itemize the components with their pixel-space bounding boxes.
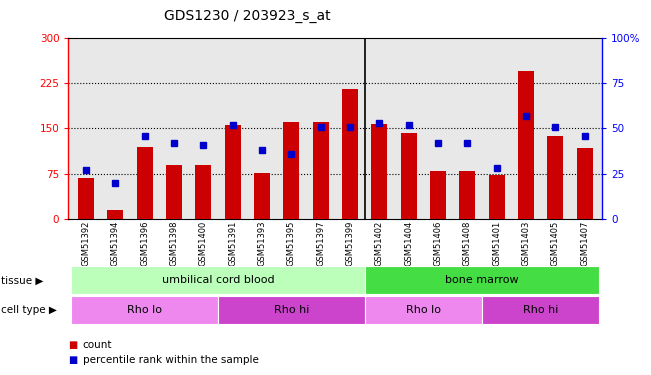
Bar <box>312 122 329 219</box>
Text: tissue ▶: tissue ▶ <box>1 275 44 285</box>
Bar <box>365 266 599 294</box>
Text: percentile rank within the sample: percentile rank within the sample <box>83 355 258 365</box>
Bar <box>137 147 153 219</box>
Bar <box>547 136 563 219</box>
Text: GDS1230 / 203923_s_at: GDS1230 / 203923_s_at <box>164 9 331 23</box>
Bar <box>365 296 482 324</box>
Bar <box>482 296 599 324</box>
Text: cell type ▶: cell type ▶ <box>1 305 57 315</box>
Text: Rho lo: Rho lo <box>127 305 162 315</box>
Bar <box>430 171 446 219</box>
Bar <box>371 124 387 219</box>
Text: Rho hi: Rho hi <box>523 305 559 315</box>
Bar <box>400 133 417 219</box>
Text: count: count <box>83 340 112 350</box>
Bar <box>78 178 94 219</box>
Bar <box>577 148 592 219</box>
Bar <box>195 165 212 219</box>
Text: umbilical cord blood: umbilical cord blood <box>161 275 274 285</box>
Bar <box>225 125 241 219</box>
Text: ■: ■ <box>68 355 77 365</box>
Bar <box>283 122 299 219</box>
Text: Rho lo: Rho lo <box>406 305 441 315</box>
Bar <box>342 89 358 219</box>
Text: bone marrow: bone marrow <box>445 275 519 285</box>
Bar <box>166 165 182 219</box>
Bar <box>488 175 505 219</box>
Bar <box>218 296 365 324</box>
Text: ■: ■ <box>68 340 77 350</box>
Bar <box>72 296 218 324</box>
Bar <box>254 173 270 219</box>
Bar <box>459 171 475 219</box>
Bar <box>107 210 123 219</box>
Text: Rho hi: Rho hi <box>273 305 309 315</box>
Bar <box>518 71 534 219</box>
Bar <box>72 266 365 294</box>
